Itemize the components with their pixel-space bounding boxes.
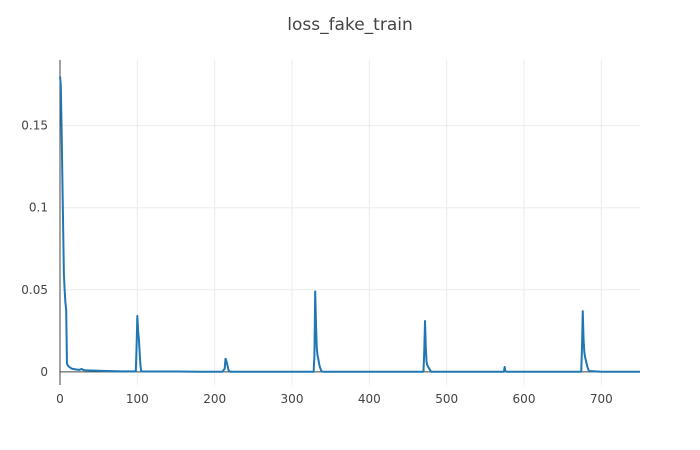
x-tick-label: 400: [358, 392, 381, 406]
x-tick-label: 300: [281, 392, 304, 406]
plot-area: [59, 76, 640, 373]
x-tick-label: 500: [435, 392, 458, 406]
axes: [59, 60, 640, 385]
x-tick-label: 600: [513, 392, 536, 406]
x-tick-label: 200: [203, 392, 226, 406]
y-tick-label: 0.05: [21, 283, 48, 297]
chart-title: loss_fake_train: [287, 15, 413, 35]
y-tick-label: 0.15: [21, 119, 48, 133]
x-tick-label: 700: [590, 392, 613, 406]
x-tick-label: 0: [56, 392, 64, 406]
tick-labels: 0 100 200 300 400 500 600 700 0 0.05 0.1 0.15: [21, 119, 613, 406]
series-line: [59, 76, 640, 373]
y-tick-label: 0.1: [29, 201, 48, 215]
y-tick-label: 0: [40, 365, 48, 379]
x-tick-label: 100: [126, 392, 149, 406]
grid: [60, 60, 640, 385]
